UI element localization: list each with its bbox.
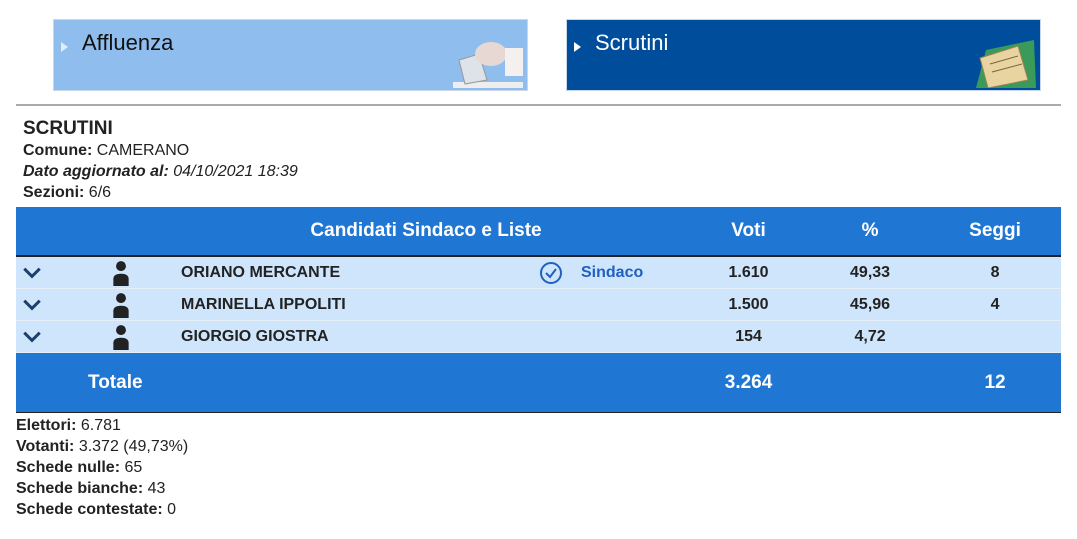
dato-label: Dato aggiornato al:: [23, 163, 169, 180]
elettori-label: Elettori:: [16, 417, 77, 434]
elected-label: Sindaco: [576, 256, 687, 289]
results-table: Candidati Sindaco e Liste Voti % Seggi O…: [16, 207, 1061, 413]
perc-value: 49,33: [811, 256, 930, 289]
elected-mark: [526, 320, 576, 353]
scrutini-tab[interactable]: Scrutini: [566, 19, 1041, 91]
totale-seggi: 12: [929, 352, 1061, 413]
candidate-row: MARINELLA IPPOLITI 1.500 45,96 4: [16, 288, 1061, 321]
nulle-label: Schede nulle:: [16, 459, 121, 476]
votanti-value: 3.372 (49,73%): [78, 438, 189, 455]
voti-value: 154: [686, 320, 812, 353]
user-icon: [113, 260, 129, 286]
nulle-value: 65: [124, 459, 143, 476]
perc-value: 4,72: [811, 320, 930, 353]
expand-button[interactable]: [16, 256, 61, 289]
check-circle-icon: [540, 261, 562, 284]
summary: Elettori: 6.781 Votanti: 3.372 (49,73%) …: [16, 415, 1061, 520]
contestate-label: Schede contestate:: [16, 501, 163, 518]
arrow-right-icon: [61, 42, 68, 52]
seggi-value: [929, 320, 1061, 353]
totale-label: Totale: [61, 352, 181, 413]
sezioni-label: Sezioni:: [23, 184, 85, 201]
candidate-row: GIORGIO GIOSTRA 154 4,72: [16, 320, 1061, 353]
page-title: SCRUTINI: [23, 118, 113, 139]
votanti-label: Votanti:: [16, 438, 75, 455]
candidate-row: ORIANO MERCANTE Sindaco 1.610 49,33 8: [16, 256, 1061, 289]
comune-label: Comune:: [23, 142, 93, 159]
elected-label: [576, 288, 687, 321]
bianche-label: Schede bianche:: [16, 480, 144, 497]
voti-value: 1.500: [686, 288, 812, 321]
expand-button[interactable]: [16, 288, 61, 321]
bianche-value: 43: [147, 480, 166, 497]
seggi-value: 8: [929, 256, 1061, 289]
candidate-name: ORIANO MERCANTE: [181, 256, 526, 289]
sezioni-value: 6/6: [88, 184, 112, 201]
candidate-name: MARINELLA IPPOLITI: [181, 288, 526, 321]
comune-value: CAMERANO: [96, 142, 190, 159]
scrutini-label: Scrutini: [595, 30, 669, 55]
ballot-box-image: [453, 42, 523, 88]
header-seggi: Seggi: [929, 207, 1061, 257]
candidate-name: GIORGIO GIOSTRA: [181, 320, 526, 353]
totale-row: Totale 3.264 12: [16, 352, 1061, 413]
dato-value: 04/10/2021 18:39: [173, 163, 298, 180]
scrutini-info: SCRUTINI Comune: CAMERANO Dato aggiornat…: [23, 118, 298, 203]
affluenza-tab[interactable]: Affluenza: [53, 19, 528, 91]
voti-value: 1.610: [686, 256, 812, 289]
arrow-right-icon: [574, 42, 581, 52]
header-perc: %: [811, 207, 930, 257]
perc-value: 45,96: [811, 288, 930, 321]
expand-button[interactable]: [16, 320, 61, 353]
elected-label: [576, 320, 687, 353]
results-section: Candidati Sindaco e Liste Voti % Seggi O…: [16, 207, 1061, 520]
user-icon: [113, 324, 129, 350]
header-candidati: Candidati Sindaco e Liste: [16, 207, 687, 257]
totale-voti: 3.264: [686, 352, 812, 413]
avatar: [61, 320, 181, 353]
ballot-papers-image: [976, 40, 1036, 88]
chevron-down-icon: [23, 331, 41, 343]
elected-mark: [526, 288, 576, 321]
header-voti: Voti: [686, 207, 812, 257]
user-icon: [113, 292, 129, 318]
chevron-down-icon: [23, 267, 41, 279]
affluenza-label: Affluenza: [82, 30, 174, 55]
seggi-value: 4: [929, 288, 1061, 321]
avatar: [61, 256, 181, 289]
chevron-down-icon: [23, 299, 41, 311]
elettori-value: 6.781: [80, 417, 121, 434]
divider: [16, 104, 1061, 106]
elected-mark: [526, 256, 576, 289]
avatar: [61, 288, 181, 321]
contestate-value: 0: [167, 501, 177, 518]
